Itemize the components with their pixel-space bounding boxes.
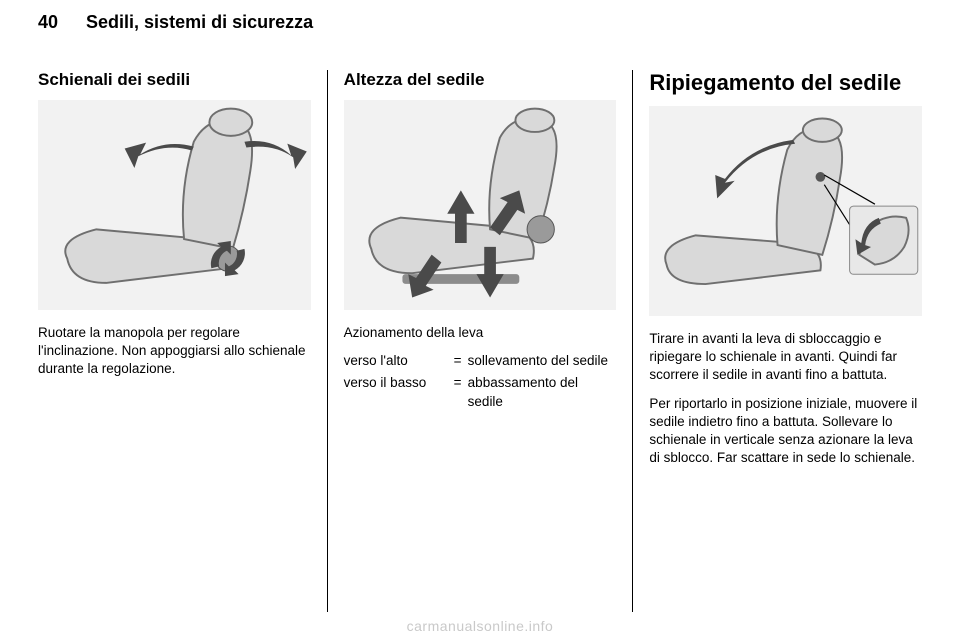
column-3: Ripiegamento del sedile xyxy=(633,70,922,612)
chapter-title: Sedili, sistemi di sicurezza xyxy=(86,12,313,33)
page-number: 40 xyxy=(38,12,58,33)
column-2: Altezza del sedile xyxy=(328,70,633,612)
content-columns: Schienali dei sedili Ruotare la manopola… xyxy=(38,70,922,612)
def-term: verso il basso xyxy=(344,374,454,410)
table-row: verso l'alto = sollevamento del sedile xyxy=(344,352,617,370)
col2-heading: Altezza del sedile xyxy=(344,70,617,90)
watermark: carmanualsonline.info xyxy=(0,618,960,634)
col2-definition-table: verso l'alto = sollevamento del sedile v… xyxy=(344,352,617,411)
figure-seat-height xyxy=(344,100,617,310)
def-eq: = xyxy=(454,374,468,410)
col3-paragraph-1: Tirare in avanti la leva di sbloccaggio … xyxy=(649,330,922,385)
col3-paragraph-2: Per riportarlo in posizione iniziale, mu… xyxy=(649,395,922,468)
def-term: verso l'alto xyxy=(344,352,454,370)
col1-paragraph: Ruotare la manopola per regolare l'incli… xyxy=(38,324,311,379)
page-header: 40 Sedili, sistemi di sicurezza xyxy=(38,12,313,33)
figure-seat-backrest xyxy=(38,100,311,310)
col2-lead: Azionamento della leva xyxy=(344,324,617,342)
def-def: sollevamento del sedile xyxy=(468,352,617,370)
def-eq: = xyxy=(454,352,468,370)
figure-seat-fold xyxy=(649,106,922,316)
col1-heading: Schienali dei sedili xyxy=(38,70,311,90)
def-def: abbassamento del sedile xyxy=(468,374,617,410)
table-row: verso il basso = abbassamento del sedile xyxy=(344,374,617,410)
column-1: Schienali dei sedili Ruotare la manopola… xyxy=(38,70,327,612)
col3-heading: Ripiegamento del sedile xyxy=(649,70,922,96)
